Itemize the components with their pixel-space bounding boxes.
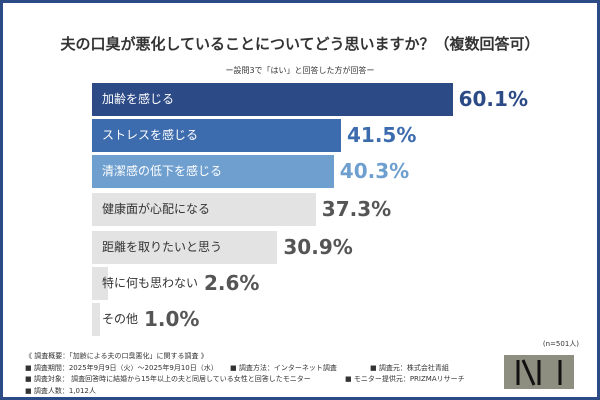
chart-title: 夫の口臭が悪化していることについてどう思いますか？（複数回答可） [60, 35, 540, 53]
category-label: 加齢を感じる [102, 92, 175, 106]
bar-0 [92, 83, 453, 116]
logo [504, 355, 574, 389]
note-method: ■ 調査方法：インターネット調査 [230, 363, 337, 372]
note-count: ■ 調査人数：1,012人 [25, 386, 96, 395]
bar-5 [92, 267, 108, 300]
value-label: 41.5% [347, 123, 417, 147]
sample-size: (n=501人) [542, 340, 579, 348]
bar-3 [92, 193, 316, 226]
note-provider: ■ モニター提供元：PRIZMAリサーチ [345, 375, 465, 383]
value-label: 40.3% [339, 159, 410, 183]
category-label: 健康面が心配になる [102, 202, 211, 216]
note-overview: 《 調査概要：「加齢による夫の口臭悪化」に関する調査 》 [25, 352, 208, 360]
bar-6 [92, 303, 100, 336]
value-label: 2.6% [204, 271, 260, 295]
category-label: 清潔感の低下を感じる [102, 164, 223, 178]
category-label: ストレスを感じる [102, 128, 199, 142]
value-label: 30.9% [283, 235, 353, 259]
chart-subtitle: ー設問3で「はい」と回答した方が回答ー [225, 66, 375, 75]
note-period: ■ 調査期間：2025年9月9日（火）〜2025年9月10日（水） [25, 363, 218, 372]
bar-4 [92, 231, 278, 264]
value-label: 37.3% [321, 197, 392, 221]
value-label: 60.1% [458, 87, 528, 111]
value-label: 1.0% [144, 307, 200, 331]
category-label: その他 [102, 312, 139, 326]
bars-area: 加齢を感じる 60.1% ストレスを感じる 41.5% 清潔感の低下を感じる 40.3% 健… [3, 3, 597, 343]
note-target: ■ 調査対象： 調査回答時に結婚から15年以上の夫と同居している女性と回答したモ… [25, 375, 311, 383]
bar-1 [92, 119, 341, 152]
category-label: 距離を取りたいと思う [102, 240, 223, 254]
bar-2 [92, 155, 334, 188]
note-source: ■ 調査元：株式会社青組 [370, 363, 449, 372]
category-label: 特に何も思わない [102, 276, 199, 290]
